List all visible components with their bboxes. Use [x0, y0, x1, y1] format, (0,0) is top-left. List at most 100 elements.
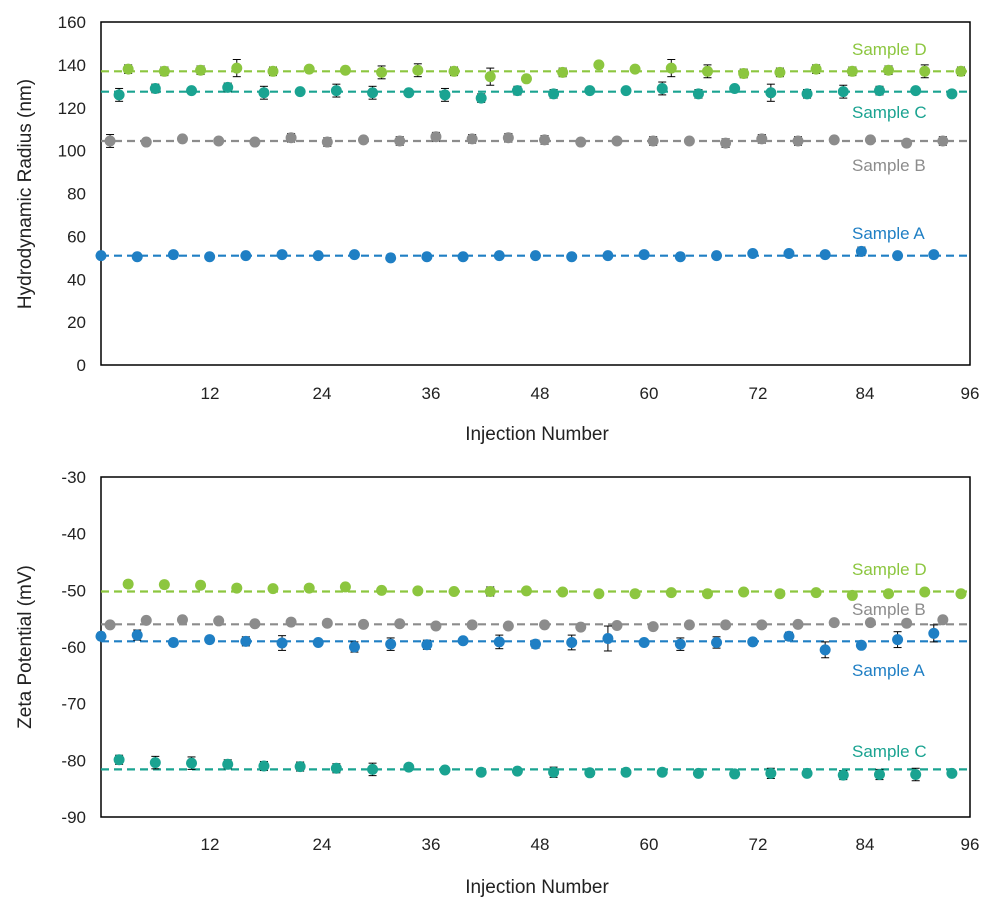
- data-point: [330, 762, 342, 774]
- data-point: [520, 585, 532, 597]
- data-point: [901, 137, 913, 149]
- data-point: [421, 251, 433, 263]
- series-label-sample-c: Sample C: [852, 742, 927, 761]
- y-axis-ticks-top: 0 20 40 60 80 100 120 140 160: [58, 13, 86, 375]
- data-point: [774, 66, 786, 78]
- data-point: [231, 582, 243, 594]
- data-point: [394, 135, 406, 147]
- x-tick-label: 24: [313, 384, 332, 403]
- data-point: [855, 245, 867, 257]
- series-label-sample-d: Sample D: [852, 560, 927, 579]
- series-label-sample-b: Sample B: [852, 600, 926, 619]
- data-point: [448, 585, 460, 597]
- data-point: [783, 630, 795, 642]
- series-layer-bottom: [95, 578, 970, 782]
- data-point: [756, 619, 768, 631]
- data-point: [204, 251, 216, 263]
- data-point: [158, 65, 170, 77]
- plot-area-top: [100, 21, 971, 366]
- data-point: [937, 135, 949, 147]
- data-point: [167, 636, 179, 648]
- x-tick-label: 12: [201, 835, 220, 854]
- data-point: [611, 619, 623, 631]
- data-point: [122, 63, 134, 75]
- series-sample-d: [101, 59, 970, 86]
- data-point: [222, 81, 234, 93]
- series-label-sample-b: Sample B: [852, 156, 926, 175]
- data-point: [385, 638, 397, 650]
- data-point: [647, 621, 659, 633]
- data-point: [421, 639, 433, 651]
- data-point: [846, 65, 858, 77]
- data-point: [801, 88, 813, 100]
- x-tick-label: 84: [856, 835, 875, 854]
- data-point: [240, 635, 252, 647]
- data-point: [765, 87, 777, 99]
- data-point: [493, 636, 505, 648]
- data-point: [439, 89, 451, 101]
- data-point: [792, 135, 804, 147]
- plot-area-bottom: [100, 476, 971, 818]
- series-label-sample-a: Sample A: [852, 661, 925, 680]
- data-point: [511, 765, 523, 777]
- data-point: [204, 634, 216, 646]
- data-point: [258, 760, 270, 772]
- data-point: [846, 589, 858, 601]
- data-point: [484, 585, 496, 597]
- data-point: [131, 251, 143, 263]
- y-tick-label: 80: [67, 185, 86, 204]
- data-point: [95, 250, 107, 262]
- series-sample-c: [101, 754, 970, 782]
- data-point: [665, 62, 677, 74]
- x-tick-label: 60: [640, 835, 659, 854]
- series-labels-bottom: Sample D Sample B Sample A Sample C: [852, 560, 927, 761]
- data-point: [683, 619, 695, 631]
- data-point: [294, 761, 306, 773]
- data-point: [321, 617, 333, 629]
- data-point: [729, 82, 741, 94]
- series-sample-b: [101, 614, 970, 633]
- x-axis-title-top: Injection Number: [465, 424, 609, 445]
- y-tick-label: -70: [61, 695, 86, 714]
- data-point: [303, 63, 315, 75]
- data-point: [819, 644, 831, 656]
- series-label-sample-a: Sample A: [852, 224, 925, 243]
- data-point: [629, 588, 641, 600]
- series-sample-d: [101, 578, 970, 601]
- data-point: [412, 64, 424, 76]
- y-tick-label: -90: [61, 808, 86, 827]
- data-point: [484, 71, 496, 83]
- data-point: [493, 250, 505, 262]
- data-point: [738, 586, 750, 598]
- data-point: [285, 132, 297, 144]
- x-tick-label: 96: [961, 835, 980, 854]
- data-point: [701, 65, 713, 77]
- data-point: [602, 633, 614, 644]
- data-point: [348, 249, 360, 261]
- data-point: [946, 88, 958, 100]
- data-point: [674, 251, 686, 263]
- data-point: [593, 588, 605, 600]
- y-tick-label: -30: [61, 468, 86, 487]
- data-point: [711, 636, 723, 648]
- data-point: [439, 764, 451, 776]
- data-point: [539, 134, 551, 146]
- data-point: [883, 588, 895, 600]
- data-point: [738, 67, 750, 79]
- data-point: [530, 638, 541, 650]
- data-point: [810, 587, 822, 599]
- data-point: [267, 65, 279, 77]
- data-point: [249, 136, 261, 148]
- data-point: [466, 133, 478, 145]
- x-tick-label: 36: [422, 835, 441, 854]
- y-tick-label: -80: [61, 751, 86, 770]
- data-point: [747, 636, 759, 648]
- data-point: [303, 582, 315, 594]
- x-axis-ticks-bottom: 12 24 36 48 60 72 84 96: [201, 835, 980, 854]
- data-point: [294, 86, 306, 98]
- series-sample-a: [95, 624, 970, 659]
- data-point: [222, 758, 234, 770]
- y-tick-label: 160: [58, 13, 86, 32]
- x-tick-label: 60: [640, 384, 659, 403]
